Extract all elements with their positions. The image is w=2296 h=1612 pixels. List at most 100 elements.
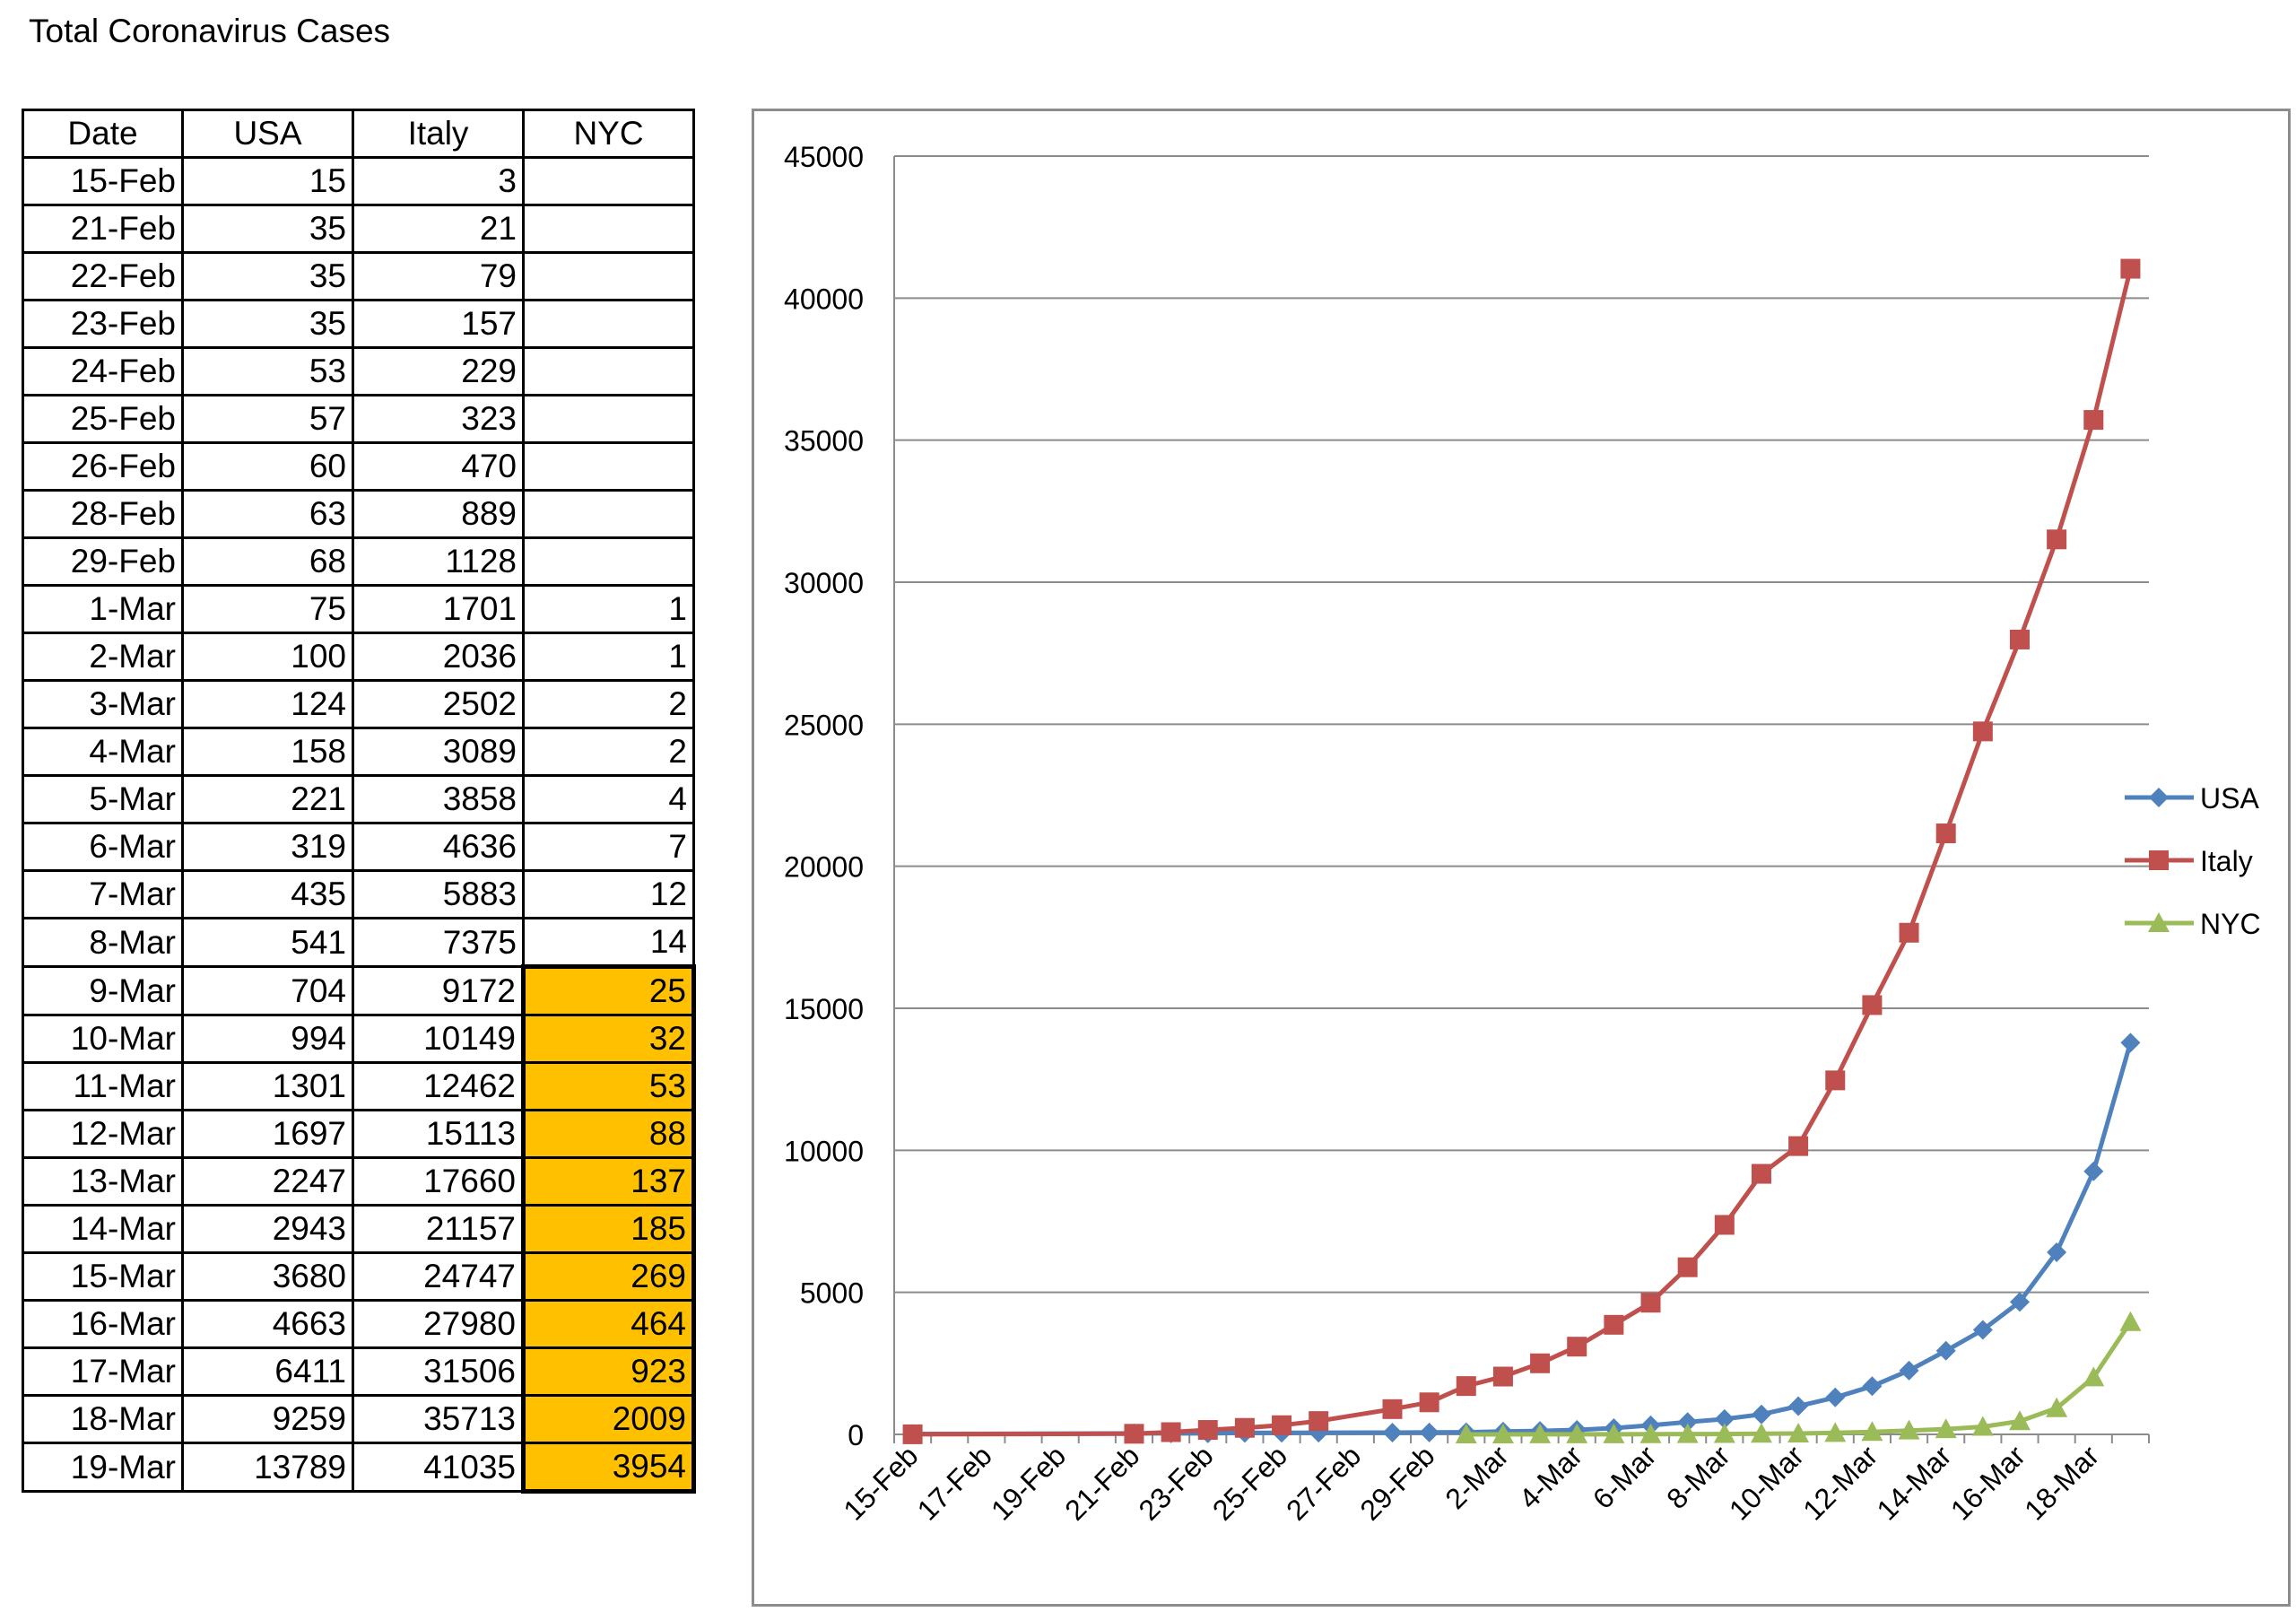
table-row: 3-Mar 124 2502 2: [22, 679, 695, 729]
table-row: 6-Mar 319 4636 7: [22, 822, 695, 872]
cell-usa: 124: [181, 679, 354, 729]
data-point-nyc: [1898, 1419, 1920, 1440]
cell-date: 13-Mar: [22, 1156, 184, 1207]
cases-table: Date USA Italy NYC 15-Feb 15 3 21-Feb 35 21 22…: [22, 109, 696, 1494]
data-point-italy: [1604, 1314, 1624, 1335]
x-tick-label: 25-Feb: [1206, 1439, 1293, 1526]
y-tick-label: 10000: [784, 1135, 864, 1167]
data-point-italy: [2120, 258, 2141, 279]
x-tick-label: 15-Feb: [837, 1439, 924, 1526]
cell-nyc: 3954: [521, 1442, 696, 1494]
cell-nyc: [522, 536, 695, 587]
cell-date: 17-Mar: [22, 1346, 184, 1397]
cell-nyc: 464: [521, 1299, 696, 1349]
table-row: 19-Mar 13789 41035 3954: [22, 1442, 696, 1494]
cell-nyc: 14: [522, 917, 695, 968]
table-row: 5-Mar 221 3858 4: [22, 774, 695, 824]
cell-nyc: [522, 251, 695, 301]
cell-italy: 10149: [352, 1014, 525, 1064]
cell-italy: 17660: [352, 1156, 525, 1207]
cell-date: 16-Mar: [22, 1299, 184, 1349]
cell-nyc: 137: [521, 1156, 696, 1207]
data-point-nyc: [1713, 1423, 1735, 1443]
cell-italy: 3858: [352, 774, 525, 824]
cell-nyc: [522, 299, 695, 349]
cell-nyc: [522, 441, 695, 492]
cell-italy: 323: [352, 394, 525, 444]
cell-nyc: 7: [522, 822, 695, 872]
table-row: 9-Mar 704 9172 25: [22, 964, 696, 1016]
data-point-usa: [1788, 1396, 1809, 1416]
cell-usa: 541: [181, 917, 354, 968]
data-point-usa: [1899, 1360, 1919, 1381]
cell-usa: 13789: [181, 1442, 354, 1493]
data-point-usa: [1972, 1320, 1993, 1340]
cell-usa: 3680: [181, 1251, 354, 1302]
data-point-usa: [2120, 1033, 2141, 1053]
data-point-nyc: [1861, 1421, 1883, 1442]
cell-nyc: [522, 346, 695, 396]
table-row: 7-Mar 435 5883 12: [22, 869, 695, 919]
cell-usa: 35: [181, 204, 354, 254]
cell-italy: 9172: [352, 965, 525, 1016]
table-header-row: Date USA Italy NYC: [22, 109, 695, 159]
data-point-usa: [1935, 1340, 1956, 1361]
cell-date: 5-Mar: [22, 774, 184, 824]
cell-date: 8-Mar: [22, 917, 184, 968]
data-point-usa: [2083, 1161, 2104, 1181]
cell-usa: 35: [181, 251, 354, 301]
data-point-italy: [1419, 1392, 1439, 1413]
y-tick-label: 20000: [784, 851, 864, 884]
cell-date: 15-Mar: [22, 1251, 184, 1302]
cell-italy: 79: [352, 251, 525, 301]
header-italy: Italy: [352, 109, 525, 159]
data-point-italy: [1972, 721, 1993, 742]
x-tick-label: 12-Mar: [1796, 1439, 1883, 1526]
x-tick-label: 4-Mar: [1513, 1439, 1589, 1515]
cell-nyc: 2009: [521, 1394, 696, 1444]
cell-italy: 229: [352, 346, 525, 396]
data-point-usa: [1751, 1404, 1771, 1425]
data-point-nyc: [1603, 1423, 1625, 1443]
cell-nyc: 53: [521, 1061, 696, 1111]
table-row: 15-Feb 15 3: [22, 156, 695, 206]
data-point-usa: [1419, 1422, 1439, 1442]
cell-italy: 3: [352, 156, 525, 206]
table-row: 15-Mar 3680 24747 269: [22, 1251, 696, 1302]
legend-label-usa: USA: [2200, 782, 2259, 815]
data-point-usa: [1382, 1423, 1403, 1443]
table-row: 22-Feb 35 79: [22, 251, 695, 301]
cell-italy: 41035: [352, 1442, 525, 1493]
cell-date: 24-Feb: [22, 346, 184, 396]
data-point-italy: [1234, 1417, 1255, 1438]
table-row: 4-Mar 158 3089 2: [22, 727, 695, 777]
cell-italy: 157: [352, 299, 525, 349]
cell-italy: 4636: [352, 822, 525, 872]
table-row: 23-Feb 35 157: [22, 299, 695, 349]
cell-usa: 57: [181, 394, 354, 444]
data-point-italy: [1788, 1136, 1809, 1156]
page-title: Total Coronavirus Cases: [29, 13, 391, 49]
y-tick-label: 15000: [784, 993, 864, 1025]
chart-area: 0 5000 10000 15000 20000 25000 30000 35000 40000…: [752, 109, 2291, 1607]
cell-usa: 6411: [181, 1346, 354, 1397]
cell-date: 28-Feb: [22, 489, 184, 539]
series-line-usa: [912, 1041, 2133, 1436]
data-point-italy: [1456, 1376, 1476, 1397]
cell-usa: 75: [181, 584, 354, 634]
cell-usa: 68: [181, 536, 354, 587]
table-row: 21-Feb 35 21: [22, 204, 695, 254]
cell-usa: 221: [181, 774, 354, 824]
table-row: 1-Mar 75 1701 1: [22, 584, 695, 634]
cell-usa: 15: [181, 156, 354, 206]
cell-nyc: 88: [521, 1109, 696, 1159]
cell-date: 7-Mar: [22, 869, 184, 919]
series-line-nyc: [1465, 1320, 2133, 1437]
x-tick-label: 27-Feb: [1280, 1439, 1367, 1526]
header-nyc: NYC: [522, 109, 695, 159]
cell-date: 22-Feb: [22, 251, 184, 301]
cell-date: 4-Mar: [22, 727, 184, 777]
cell-nyc: 2: [522, 727, 695, 777]
data-point-nyc: [2119, 1311, 2142, 1331]
x-tick-label: 6-Mar: [1587, 1439, 1663, 1515]
